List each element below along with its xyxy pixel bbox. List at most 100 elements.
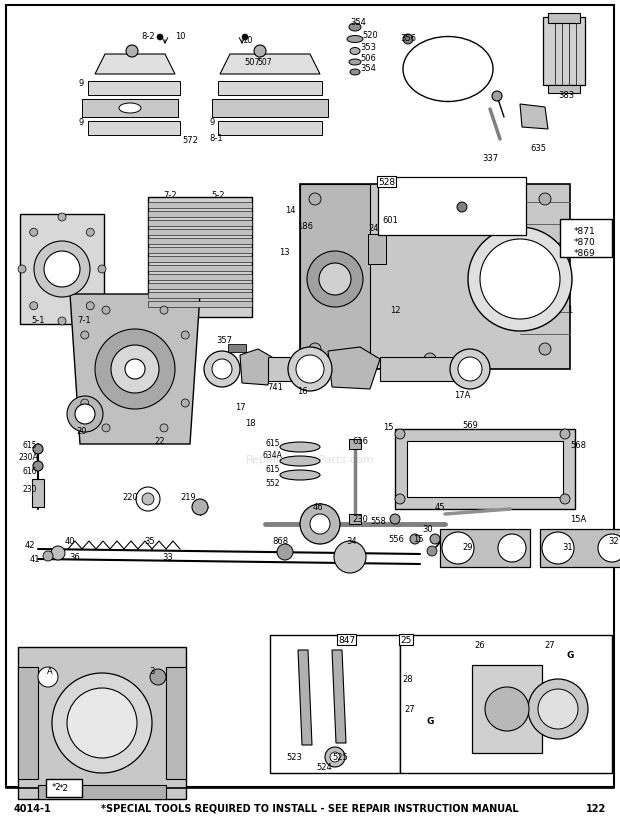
Text: 24: 24 [369, 223, 379, 232]
Bar [148, 230, 252, 236]
Ellipse shape [280, 471, 320, 481]
Circle shape [403, 35, 413, 45]
Text: 14: 14 [285, 206, 295, 214]
Text: 27: 27 [545, 640, 556, 649]
Ellipse shape [350, 70, 360, 76]
Circle shape [288, 348, 332, 391]
Circle shape [410, 534, 420, 544]
Ellipse shape [280, 456, 320, 466]
Bar [472, 665, 542, 753]
Circle shape [560, 494, 570, 504]
Bar [148, 239, 252, 245]
Text: 42: 42 [25, 540, 35, 549]
Text: 568: 568 [570, 440, 586, 449]
Bar [148, 283, 252, 289]
Circle shape [442, 533, 474, 564]
Text: 18: 18 [245, 419, 255, 428]
Text: A: A [47, 666, 53, 675]
Text: 353: 353 [360, 43, 376, 52]
Bar [88, 82, 180, 96]
Text: 552: 552 [265, 479, 280, 488]
Text: 17: 17 [235, 403, 246, 412]
Circle shape [427, 547, 437, 556]
Circle shape [330, 752, 340, 762]
Polygon shape [82, 99, 178, 118]
Text: 220: 220 [122, 493, 138, 502]
Polygon shape [240, 349, 272, 385]
Text: 22: 22 [155, 437, 166, 446]
Circle shape [204, 352, 240, 388]
Circle shape [33, 461, 43, 472]
Bar [349, 514, 361, 524]
Text: 356: 356 [400, 33, 416, 43]
Circle shape [150, 669, 166, 686]
Text: *869: *869 [574, 248, 596, 257]
Bar [300, 185, 370, 370]
Circle shape [81, 332, 89, 339]
Text: 30: 30 [423, 525, 433, 534]
Bar [166, 667, 186, 779]
Text: 40: 40 [64, 537, 75, 546]
Text: 569: 569 [462, 420, 478, 429]
Bar [38, 785, 166, 799]
Text: 9: 9 [210, 117, 215, 126]
Circle shape [18, 266, 26, 273]
Ellipse shape [280, 442, 320, 452]
Circle shape [542, 533, 574, 564]
Bar [148, 266, 252, 272]
Circle shape [160, 307, 168, 314]
Circle shape [424, 189, 436, 201]
Bar [148, 203, 252, 209]
Bar [228, 344, 246, 353]
Bar [88, 122, 180, 135]
Ellipse shape [119, 104, 141, 114]
Circle shape [296, 355, 324, 384]
Circle shape [254, 46, 266, 58]
Circle shape [468, 227, 572, 332]
Bar [440, 529, 530, 568]
Text: 230: 230 [22, 485, 37, 494]
Text: 615: 615 [22, 440, 37, 449]
Bar [560, 220, 612, 257]
Text: 8-2: 8-2 [141, 32, 155, 40]
Circle shape [111, 345, 159, 394]
Circle shape [160, 425, 168, 432]
Text: 33: 33 [162, 553, 174, 562]
Text: 357: 357 [216, 335, 232, 344]
Text: 9: 9 [79, 79, 84, 88]
Circle shape [390, 514, 400, 524]
Bar [148, 221, 252, 227]
Bar [380, 358, 460, 381]
Circle shape [539, 344, 551, 355]
Text: 34: 34 [347, 537, 357, 546]
Bar [148, 212, 252, 217]
Text: 29: 29 [463, 543, 473, 552]
Circle shape [307, 252, 363, 308]
Text: 556: 556 [388, 535, 404, 544]
Bar [270, 635, 400, 773]
Ellipse shape [403, 38, 493, 102]
Circle shape [242, 35, 248, 41]
Text: 7-1: 7-1 [77, 315, 91, 324]
Text: 616: 616 [352, 437, 368, 446]
Text: 741: 741 [267, 383, 283, 392]
Bar [368, 235, 386, 265]
Text: 558: 558 [370, 517, 386, 526]
Text: 35: 35 [144, 537, 156, 546]
Circle shape [181, 332, 189, 339]
Text: 36: 36 [69, 553, 81, 562]
Text: 506: 506 [360, 54, 376, 63]
Circle shape [457, 203, 467, 212]
Circle shape [395, 430, 405, 440]
Circle shape [492, 92, 502, 102]
Circle shape [102, 425, 110, 432]
Text: G: G [566, 650, 574, 660]
Text: 507: 507 [258, 58, 272, 66]
Text: 354: 354 [350, 18, 366, 27]
Text: 20: 20 [77, 427, 87, 436]
Text: 5-2: 5-2 [211, 191, 225, 199]
Text: 354: 354 [360, 64, 376, 73]
Circle shape [430, 534, 440, 544]
Bar [148, 293, 252, 298]
Text: 186: 186 [297, 222, 313, 230]
